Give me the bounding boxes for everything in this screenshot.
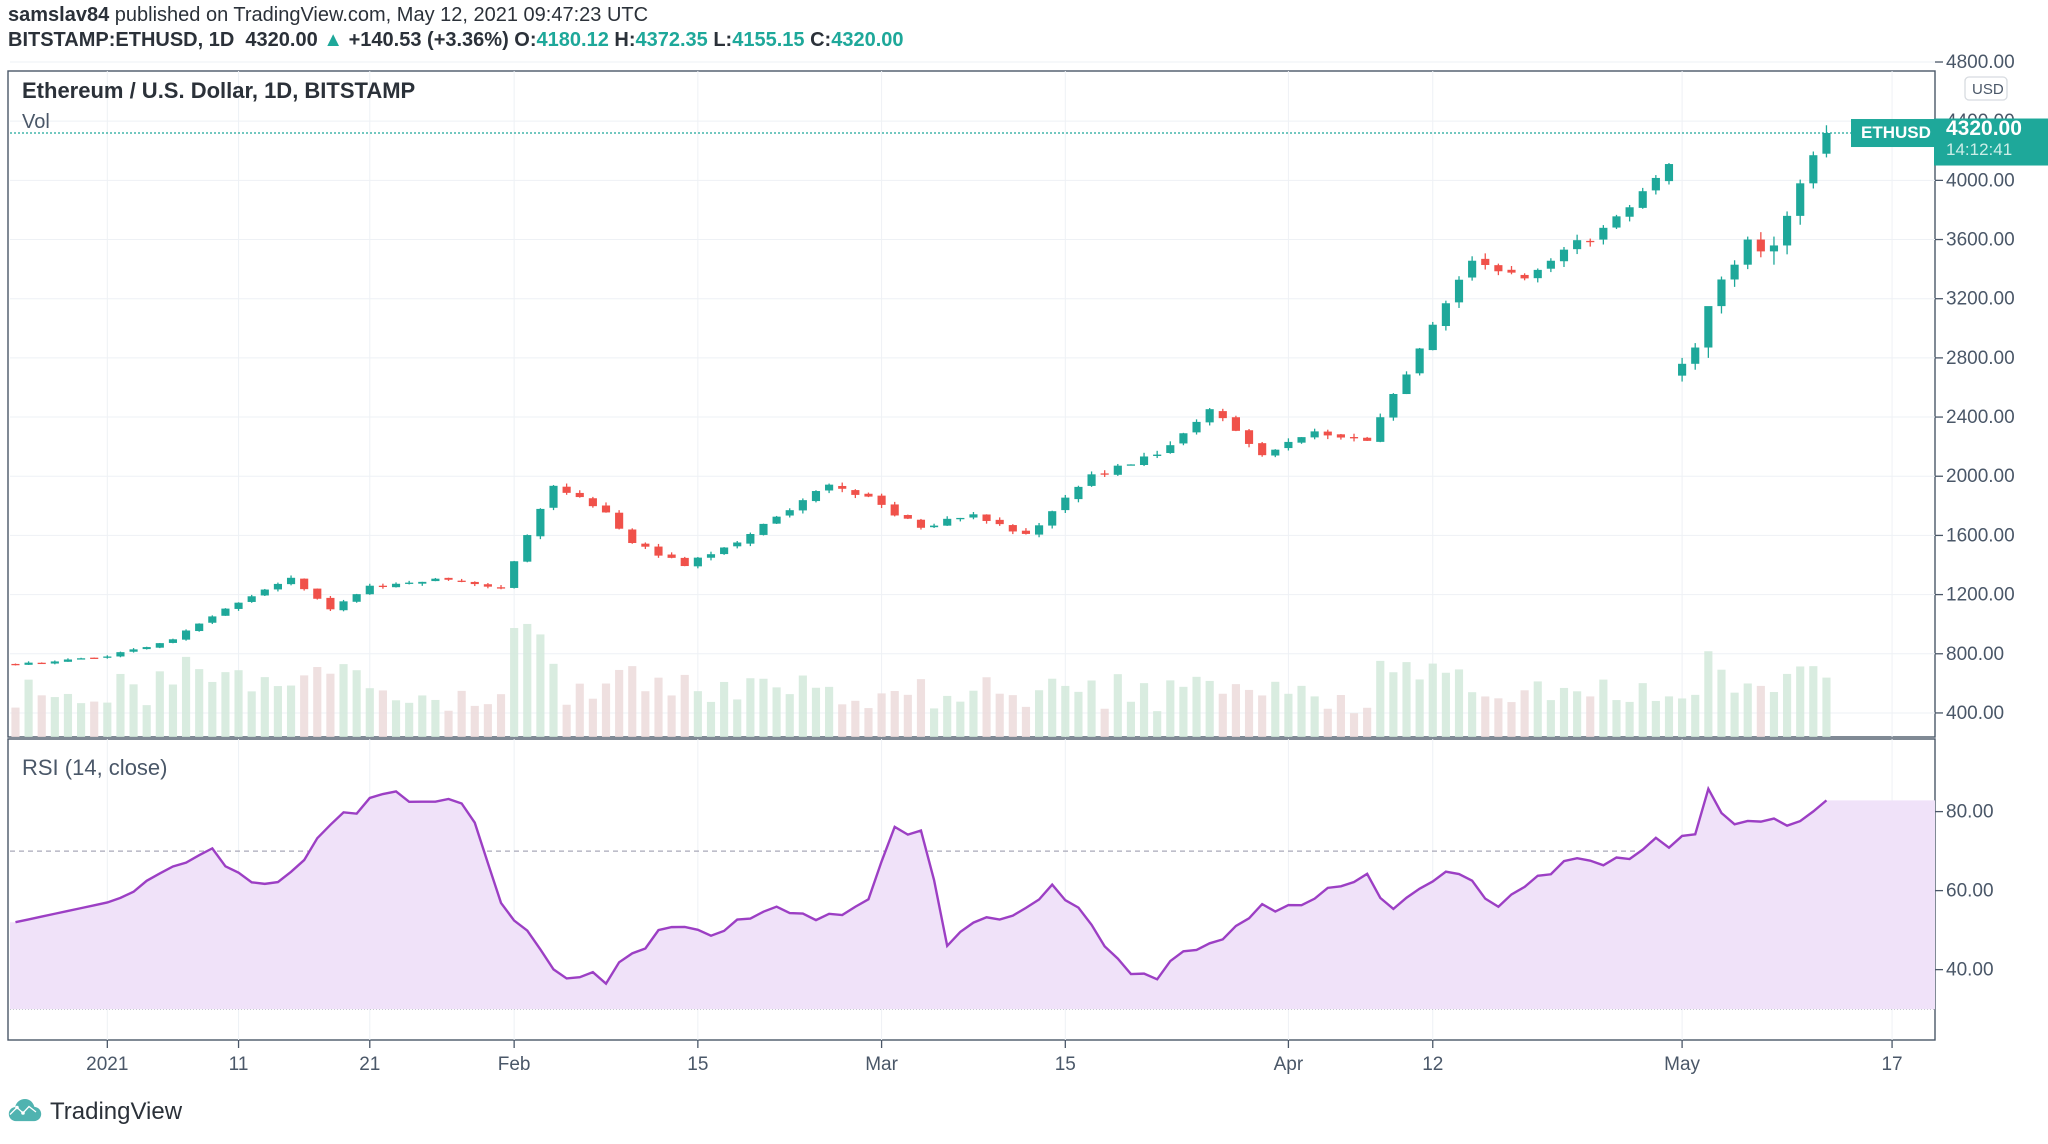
svg-text:4000.00: 4000.00 — [1946, 170, 2015, 191]
svg-text:2400.00: 2400.00 — [1946, 407, 2015, 428]
svg-text:1600.00: 1600.00 — [1946, 525, 2015, 546]
svg-text:40.00: 40.00 — [1946, 960, 1994, 981]
svg-text:400.00: 400.00 — [1946, 703, 2004, 724]
svg-text:4320.00: 4320.00 — [1946, 117, 2022, 140]
svg-text:Ethereum / U.S. Dollar, 1D, BI: Ethereum / U.S. Dollar, 1D, BITSTAMP — [22, 78, 415, 103]
svg-text:Vol: Vol — [22, 111, 50, 133]
svg-text:1200.00: 1200.00 — [1946, 585, 2015, 606]
svg-text:3200.00: 3200.00 — [1946, 289, 2015, 310]
svg-text:ETHUSD: ETHUSD — [1861, 123, 1931, 142]
svg-text:RSI (14, close): RSI (14, close) — [22, 755, 168, 780]
svg-text:4800.00: 4800.00 — [1946, 52, 2015, 73]
svg-text:USD: USD — [1972, 81, 2004, 98]
svg-text:60.00: 60.00 — [1946, 881, 1994, 902]
svg-text:80.00: 80.00 — [1946, 802, 1994, 823]
svg-text:3600.00: 3600.00 — [1946, 230, 2015, 251]
svg-text:2800.00: 2800.00 — [1946, 348, 2015, 369]
svg-text:800.00: 800.00 — [1946, 644, 2004, 665]
svg-text:2000.00: 2000.00 — [1946, 466, 2015, 487]
svg-text:14:12:41: 14:12:41 — [1946, 140, 2012, 159]
